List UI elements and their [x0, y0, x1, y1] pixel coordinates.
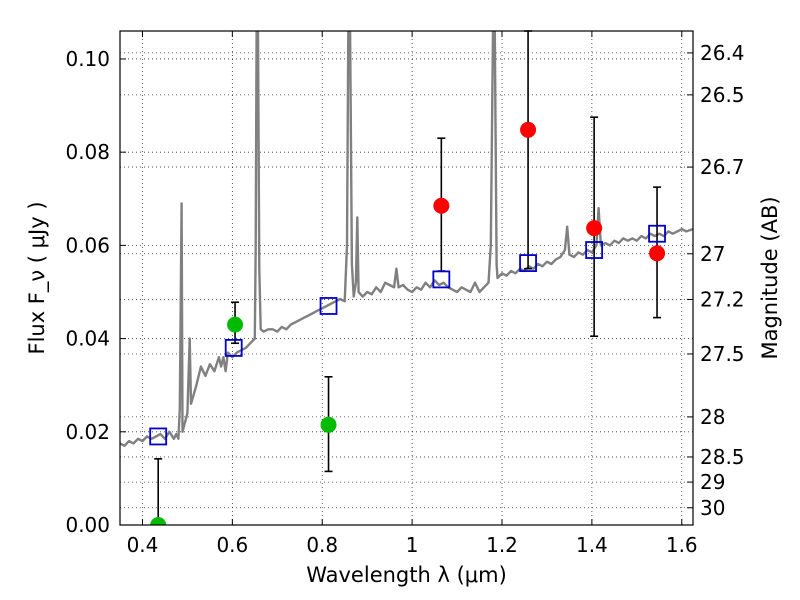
x-axis-title: Wavelength λ (μm)	[306, 563, 507, 587]
y-tick-label: 0.08	[65, 140, 110, 164]
y-axis-title: Flux F_ν ( μJy )	[25, 201, 50, 354]
spectrum-line	[120, 31, 693, 447]
photometry-point	[520, 121, 537, 138]
x-tick-label: 0.6	[216, 533, 248, 557]
photometry-point	[227, 316, 244, 333]
photometry-point	[433, 197, 450, 214]
x-axis-ticks: 0.4 0.6 0.8 1 1.2 1.4 1.6	[127, 31, 698, 557]
photometry-point	[150, 517, 167, 525]
model-spectrum	[120, 31, 693, 447]
photometry-point	[586, 220, 603, 237]
model-flux-square	[224, 339, 243, 357]
photometry-point	[649, 245, 666, 262]
model-flux-square	[585, 241, 604, 259]
plot-frame	[119, 30, 694, 526]
error-bars	[154, 30, 662, 525]
model-flux-square	[432, 270, 451, 289]
y2-tick-label: 28	[700, 405, 725, 429]
y2-tick-label: 27.2	[700, 287, 745, 311]
model-flux-square	[319, 297, 338, 315]
y-axis-ticks: 0.00 0.02 0.04 0.06 0.08 0.10	[65, 47, 126, 537]
y2-tick-label: 27.5	[700, 342, 745, 366]
photometry-points	[149, 121, 666, 525]
y2-tick-label: 30	[700, 496, 725, 520]
y-tick-label: 0.00	[65, 513, 110, 537]
model-flux-square	[149, 427, 168, 446]
x-tick-label: 1.4	[576, 533, 608, 557]
y-tick-label: 0.06	[65, 233, 110, 257]
y-tick-label: 0.02	[65, 420, 110, 444]
photometry-point	[320, 416, 337, 433]
y2-tick-label: 26.4	[700, 41, 745, 65]
x-tick-label: 1.6	[666, 533, 698, 557]
y2-tick-label: 27	[700, 242, 725, 266]
x-tick-label: 1	[406, 533, 419, 557]
x-tick-label: 1.2	[486, 533, 518, 557]
y2-axis-title: Magnitude (AB)	[758, 196, 782, 359]
x-tick-label: 0.4	[127, 533, 159, 557]
model-flux-square	[648, 224, 666, 243]
y2-tick-label: 26.7	[700, 155, 745, 179]
grid	[120, 31, 693, 526]
y2-tick-label: 26.5	[700, 83, 745, 107]
model-flux-square	[519, 254, 537, 272]
y-tick-label: 0.04	[65, 327, 110, 351]
y2-tick-label: 28.5	[700, 445, 745, 469]
y2-tick-label: 29	[700, 470, 725, 494]
y-tick-label: 0.10	[65, 47, 110, 71]
x-tick-label: 0.8	[306, 533, 338, 557]
